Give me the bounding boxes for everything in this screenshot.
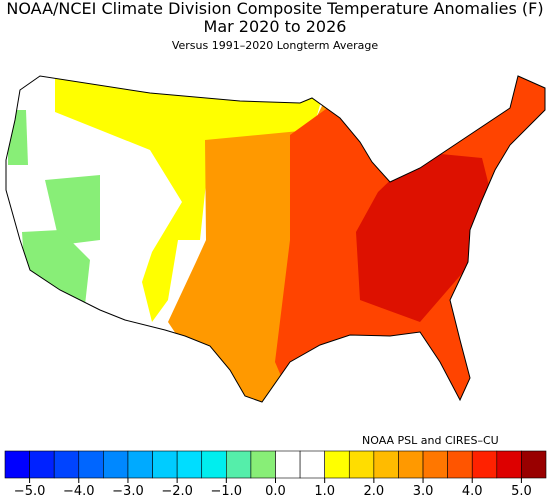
tick-label: 2.0 (364, 484, 385, 497)
color-box (4, 450, 30, 479)
title: NOAA/NCEI Climate Division Composite Tem… (6, 0, 543, 18)
tick-label: −5.0 (14, 484, 46, 497)
tick-label: −1.0 (211, 484, 243, 497)
color-box (348, 450, 375, 479)
tick-label: 1.0 (314, 484, 335, 497)
color-box (324, 450, 350, 479)
color-box (275, 450, 301, 479)
color-box (226, 450, 252, 479)
color-box (373, 450, 399, 479)
color-box (521, 450, 547, 479)
color-box (299, 450, 325, 479)
color-box (250, 450, 276, 479)
map (6, 76, 545, 402)
color-box (422, 450, 448, 479)
color-box (447, 450, 473, 479)
color-box (471, 450, 498, 479)
color-box (29, 450, 55, 479)
tick-label: 4.0 (462, 484, 483, 497)
credit: NOAA PSL and CIRES–CU (362, 434, 499, 447)
color-box (398, 450, 424, 479)
period: Mar 2020 to 2026 (204, 17, 347, 36)
tick-label: −2.0 (161, 484, 193, 497)
color-box (496, 450, 522, 479)
colorbar: −5.0 −4.0 −3.0 −2.0 −1.0 0.0 1.0 2.0 3.0 4.0 5.0 (4, 450, 547, 497)
color-box (176, 450, 203, 479)
color-box (201, 450, 227, 479)
color-box (53, 450, 80, 479)
tick-label: −4.0 (63, 484, 95, 497)
color-box (152, 450, 178, 479)
us-outline (5, 75, 546, 403)
color-box (78, 450, 104, 479)
color-box (103, 450, 129, 479)
color-box (127, 450, 153, 479)
subtitle: Versus 1991–2020 Longterm Average (172, 39, 379, 52)
tick-label: 5.0 (511, 484, 532, 497)
tick-label: −3.0 (112, 484, 144, 497)
tick-label: 0.0 (265, 484, 286, 497)
tick-label: 3.0 (413, 484, 434, 497)
